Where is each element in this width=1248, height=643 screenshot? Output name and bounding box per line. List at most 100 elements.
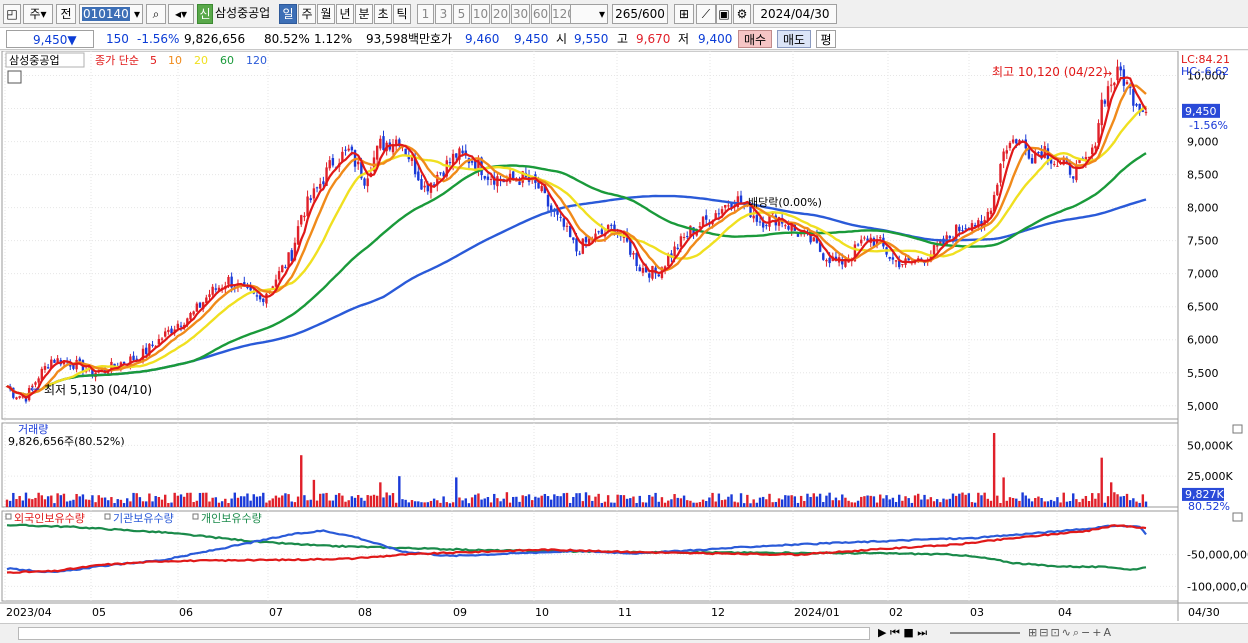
stop-icon[interactable]: ■	[903, 626, 914, 639]
candle-body	[610, 224, 613, 226]
candle-body	[325, 167, 328, 186]
save-icon[interactable]: ▣	[716, 4, 732, 24]
candle-body	[271, 286, 274, 289]
volume-bar	[907, 498, 910, 507]
candle-body	[284, 266, 287, 268]
gear-icon[interactable]: ⚙	[733, 4, 751, 24]
volume-bar	[331, 500, 335, 507]
volume-bar	[989, 500, 993, 507]
plus-icon[interactable]: +	[1092, 626, 1104, 639]
scrollbar[interactable]	[18, 627, 870, 640]
volume-value: 9,826,656주(80.52%)	[8, 435, 125, 448]
volume-bar	[939, 502, 942, 507]
candle-body	[448, 162, 452, 164]
interval-button[interactable]: 30	[511, 4, 530, 24]
candle-body	[853, 244, 857, 262]
buy-button[interactable]: 매수	[738, 30, 772, 48]
period-button[interactable]: 틱	[393, 4, 411, 24]
play-icon[interactable]: ▶	[878, 626, 887, 639]
volume-bar	[610, 502, 613, 507]
chart-type-icon[interactable]: ⊞	[674, 4, 694, 24]
period-select[interactable]: 주▾	[23, 4, 53, 24]
count-field[interactable]: 265/600	[612, 4, 668, 24]
high-price: 9,670	[636, 32, 671, 46]
interval-button[interactable]: 20	[491, 4, 510, 24]
volume-bar	[1024, 495, 1027, 507]
period-button[interactable]: 분	[355, 4, 373, 24]
volume-bar	[812, 493, 815, 507]
period-button[interactable]: 년	[336, 4, 354, 24]
chart-area[interactable]: 2023/04 05 06 07 08 09 10 11 12 2024/01 02 03 04 04/3…	[0, 50, 1248, 623]
rewind-icon[interactable]: ⏮	[889, 626, 900, 639]
forward-icon[interactable]: ⏭	[917, 626, 928, 639]
speaker-icon[interactable]: ◂▾	[168, 4, 194, 24]
volume-bar	[410, 500, 414, 507]
volume-bar	[625, 498, 629, 507]
candle-body	[825, 260, 828, 262]
x-axis-label: 08	[358, 606, 372, 619]
window-icon[interactable]: ◰	[3, 4, 21, 24]
candle-body	[458, 148, 461, 160]
volume-bar	[372, 494, 376, 507]
interval-button[interactable]: 5	[453, 4, 470, 24]
volume-bar	[803, 500, 806, 507]
volume-bar	[489, 502, 493, 507]
candle-body	[1037, 152, 1040, 154]
candle-body	[860, 239, 863, 244]
candle-body	[866, 238, 869, 241]
period-button[interactable]: 일	[279, 4, 297, 24]
period-button[interactable]: 월	[317, 4, 335, 24]
candle-body	[809, 231, 812, 243]
code-dropdown-icon[interactable]: ▾	[133, 7, 140, 21]
candle-body	[12, 387, 15, 398]
candle-body	[727, 205, 730, 207]
search-icon[interactable]: ⌕	[146, 4, 166, 24]
interval-button[interactable]: 60	[531, 4, 550, 24]
minus-icon[interactable]: −	[1081, 626, 1093, 639]
magnify-icon[interactable]: ⌕	[1072, 626, 1082, 639]
prev-button[interactable]: 전	[56, 4, 76, 24]
volume-bar	[591, 500, 594, 507]
volume-bar	[863, 496, 866, 507]
x-axis-label: 07	[269, 606, 283, 619]
date-field[interactable]: 2024/04/30 ▦	[753, 4, 837, 39]
candle-body	[31, 385, 34, 388]
volume-bar	[382, 497, 385, 507]
volume-bar	[1084, 495, 1088, 507]
compare-icon[interactable]: ⊡	[1050, 626, 1062, 639]
grid-icon[interactable]: ⊞	[1028, 626, 1040, 639]
volume-bar	[898, 494, 901, 507]
volume-bar	[657, 501, 660, 507]
candle-body	[265, 293, 268, 304]
candle-body	[277, 271, 281, 280]
low-marker-arrow: ←	[30, 382, 40, 396]
volume-bar	[31, 499, 34, 507]
ask-price: 9,460	[465, 32, 500, 46]
interval-button[interactable]: 1	[417, 4, 434, 24]
volume-bar	[942, 498, 945, 507]
volume-bar	[869, 495, 872, 507]
indicator-icon[interactable]: ∿	[1061, 626, 1073, 639]
candle-body	[274, 279, 278, 287]
volume-bar	[474, 494, 477, 507]
period-button[interactable]: 초	[374, 4, 392, 24]
eval-button[interactable]: 평	[816, 30, 836, 48]
volume-bar	[837, 500, 841, 507]
interval-button[interactable]: 10	[471, 4, 490, 24]
candle-body	[21, 396, 25, 398]
candle-body	[249, 287, 252, 291]
period-button[interactable]: 주	[298, 4, 316, 24]
code-input[interactable]: 010140 ▾	[79, 4, 143, 24]
price-chart[interactable]: 2023/04 05 06 07 08 09 10 11 12 2024/01 02 03 04 04/3…	[0, 50, 1248, 623]
volume-bar	[94, 502, 97, 507]
candle-body	[186, 318, 189, 326]
unit-select[interactable]: ▾	[570, 4, 608, 24]
zoom-slider[interactable]	[950, 632, 1020, 634]
font-icon[interactable]: A	[1103, 626, 1114, 639]
volume-bar	[572, 496, 575, 507]
interval-button[interactable]: 3	[435, 4, 452, 24]
layout-icon[interactable]: ⊟	[1039, 626, 1051, 639]
draw-tool-icon[interactable]: ⟋	[696, 4, 716, 24]
sell-button[interactable]: 매도	[777, 30, 811, 48]
holdings-legend-box	[192, 513, 199, 520]
